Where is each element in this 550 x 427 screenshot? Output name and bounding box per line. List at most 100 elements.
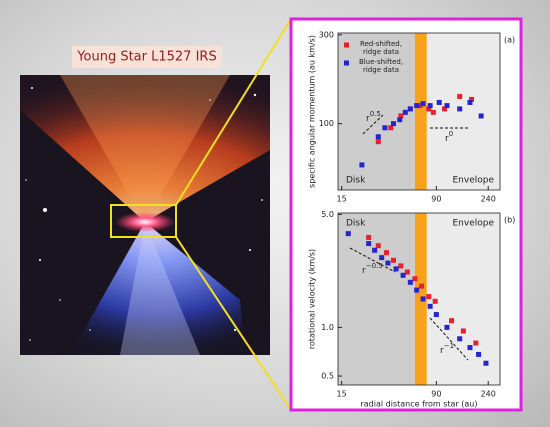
slope-annotation: r−1 (440, 342, 454, 356)
data-point (366, 241, 372, 247)
data-point (444, 324, 450, 330)
data-point (436, 99, 442, 105)
y-tick-label: 5.0 (321, 210, 334, 219)
slope-exponent: 0.5 (370, 110, 381, 118)
panel-label: (b) (504, 216, 515, 225)
slope-base: r (440, 346, 444, 356)
zoom-line (175, 236, 292, 411)
data-point (469, 96, 475, 102)
slope-guide (349, 247, 396, 273)
data-point (478, 113, 484, 119)
data-point (379, 255, 385, 261)
legend-marker (344, 42, 349, 48)
x-tick-label: 90 (431, 195, 441, 204)
data-point (442, 106, 448, 112)
data-point (460, 328, 466, 334)
x-tick-label: 90 (431, 390, 441, 399)
data-point (420, 101, 426, 107)
envelope-region (426, 33, 500, 190)
data-point (476, 351, 482, 357)
slope-guide (429, 317, 469, 361)
plot-frame (337, 212, 501, 386)
data-point (398, 113, 404, 119)
data-point (467, 345, 473, 351)
slope-base: r (445, 134, 449, 144)
data-point (414, 103, 420, 109)
disk-region (338, 213, 415, 385)
data-point (420, 296, 426, 302)
x-axis-label: radial distance from star (au) (360, 400, 477, 409)
legend-entry: Blue-shifted, ridge data (358, 58, 404, 74)
data-point (372, 247, 378, 253)
region-label: Envelope (452, 219, 494, 229)
transition-band (414, 33, 427, 190)
data-point (412, 276, 418, 282)
legend-marker (344, 60, 349, 66)
data-point (426, 106, 432, 112)
zoom-line (175, 18, 292, 206)
data-point (483, 360, 489, 366)
slope-annotation: r0 (445, 130, 453, 144)
data-point (359, 162, 365, 168)
data-point (457, 93, 463, 99)
data-point (427, 103, 433, 109)
slope-exponent: −0.5 (366, 262, 383, 270)
data-point (407, 106, 413, 112)
data-point (404, 269, 410, 275)
title-box (72, 46, 222, 68)
zoom-box (110, 204, 177, 238)
data-point (390, 121, 396, 127)
slope-base: r (362, 266, 366, 276)
y-tick-label: 300 (319, 30, 334, 39)
slope-annotation: r0.5 (366, 110, 381, 124)
image-title: Young Star L1527 IRS (76, 50, 216, 65)
data-point (390, 257, 396, 263)
telescope-photo (20, 75, 270, 355)
region-label: Disk (346, 176, 366, 186)
slope-exponent: −1 (444, 342, 454, 350)
data-point (400, 272, 406, 278)
data-point (388, 125, 394, 131)
data-point (345, 231, 351, 237)
y-axis-label: rotational velocity (km/s) (308, 249, 317, 349)
x-tick-label: 240 (481, 195, 496, 204)
data-point (383, 250, 389, 256)
x-tick-label: 240 (481, 390, 496, 399)
y-tick-label: 100 (319, 119, 334, 128)
data-point (398, 263, 404, 269)
data-point (414, 287, 420, 293)
data-point (393, 266, 399, 272)
data-point (417, 103, 423, 109)
x-tick-label: 15 (337, 195, 347, 204)
data-point (457, 336, 463, 342)
data-point (430, 109, 436, 115)
envelope-region (426, 213, 500, 385)
slope-exponent: 0 (449, 130, 453, 138)
data-point (449, 318, 455, 324)
legend-entry: Red-shifted, ridge data (360, 40, 402, 56)
data-point (375, 243, 381, 249)
slope-annotation: r−0.5 (362, 262, 383, 276)
data-point (432, 298, 438, 304)
data-point (457, 106, 463, 112)
x-tick-label: 15 (337, 390, 347, 399)
panel-label: (a) (504, 36, 515, 45)
disk-region (338, 33, 415, 190)
data-point (419, 283, 425, 289)
data-point (444, 103, 450, 109)
y-axis-label: specific angular momentum (au km/s) (308, 35, 317, 188)
data-point (426, 294, 432, 300)
region-label: Disk (346, 219, 366, 229)
data-point (385, 260, 391, 266)
y-tick-label: 1.0 (321, 323, 334, 332)
data-point (473, 340, 479, 346)
region-label: Envelope (452, 176, 494, 186)
data-point (433, 312, 439, 318)
slope-guide (362, 114, 384, 135)
data-point (407, 279, 413, 285)
data-point (375, 139, 381, 145)
y-tick-label: 0.5 (321, 372, 334, 381)
slope-base: r (366, 114, 370, 124)
